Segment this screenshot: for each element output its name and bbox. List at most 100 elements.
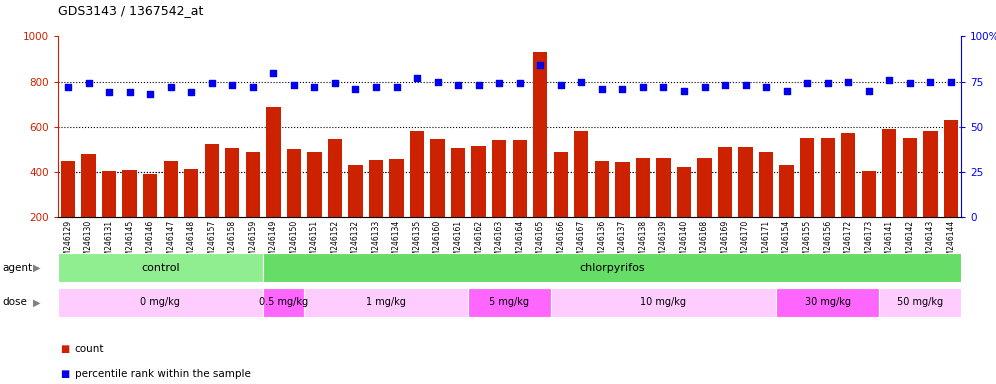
Bar bbox=[287, 149, 301, 217]
Point bbox=[265, 70, 281, 76]
Text: 30 mg/kg: 30 mg/kg bbox=[805, 297, 851, 308]
Point bbox=[204, 80, 220, 86]
Bar bbox=[184, 169, 198, 217]
Bar bbox=[307, 152, 322, 217]
Point bbox=[348, 86, 364, 92]
Point bbox=[676, 88, 692, 94]
Point bbox=[102, 89, 118, 96]
Bar bbox=[263, 288, 304, 317]
Bar bbox=[204, 144, 219, 217]
Point bbox=[245, 84, 261, 90]
Bar bbox=[800, 139, 815, 217]
Text: chlorpyrifos: chlorpyrifos bbox=[580, 263, 645, 273]
Point bbox=[634, 84, 650, 90]
Bar bbox=[923, 131, 937, 217]
Bar bbox=[776, 288, 879, 317]
Bar bbox=[697, 158, 712, 217]
Point bbox=[922, 79, 938, 85]
Point bbox=[429, 79, 445, 85]
Bar bbox=[492, 141, 506, 217]
Point bbox=[799, 80, 815, 86]
Bar bbox=[82, 154, 96, 217]
Bar bbox=[513, 140, 527, 217]
Point bbox=[162, 84, 178, 90]
Bar bbox=[304, 288, 468, 317]
Point bbox=[861, 88, 876, 94]
Bar bbox=[102, 171, 117, 217]
Bar bbox=[143, 174, 157, 217]
Point bbox=[286, 82, 302, 88]
Bar bbox=[468, 288, 551, 317]
Text: 50 mg/kg: 50 mg/kg bbox=[897, 297, 943, 308]
Point bbox=[758, 84, 774, 90]
Bar bbox=[389, 159, 403, 217]
Text: 0.5 mg/kg: 0.5 mg/kg bbox=[259, 297, 308, 308]
Text: control: control bbox=[141, 263, 179, 273]
Bar bbox=[616, 162, 629, 217]
Text: agent: agent bbox=[2, 263, 32, 273]
Bar bbox=[879, 288, 961, 317]
Bar bbox=[246, 152, 260, 217]
Bar bbox=[61, 161, 76, 217]
Point bbox=[655, 84, 671, 90]
Point bbox=[307, 84, 323, 90]
Text: ▶: ▶ bbox=[33, 263, 41, 273]
Text: 10 mg/kg: 10 mg/kg bbox=[640, 297, 686, 308]
Bar bbox=[841, 133, 856, 217]
Bar bbox=[718, 147, 732, 217]
Text: ■: ■ bbox=[60, 369, 69, 379]
Point bbox=[594, 86, 610, 92]
Bar bbox=[58, 253, 263, 282]
Point bbox=[409, 75, 425, 81]
Point bbox=[183, 89, 199, 96]
Point bbox=[491, 80, 507, 86]
Point bbox=[574, 79, 590, 85]
Bar bbox=[349, 165, 363, 217]
Text: 5 mg/kg: 5 mg/kg bbox=[489, 297, 530, 308]
Bar bbox=[471, 146, 486, 217]
Point bbox=[142, 91, 158, 97]
Bar bbox=[451, 148, 465, 217]
Text: count: count bbox=[75, 344, 105, 354]
Bar bbox=[882, 129, 896, 217]
Bar bbox=[595, 161, 609, 217]
Bar bbox=[123, 170, 136, 217]
Text: ■: ■ bbox=[60, 344, 69, 354]
Bar bbox=[430, 139, 445, 217]
Point bbox=[779, 88, 795, 94]
Point bbox=[738, 82, 754, 88]
Point bbox=[388, 84, 404, 90]
Point bbox=[60, 84, 76, 90]
Point bbox=[450, 82, 466, 88]
Point bbox=[881, 77, 897, 83]
Bar bbox=[574, 131, 589, 217]
Point bbox=[615, 86, 630, 92]
Bar bbox=[163, 161, 178, 217]
Text: dose: dose bbox=[2, 297, 27, 308]
Bar bbox=[410, 131, 424, 217]
Point bbox=[81, 80, 97, 86]
Text: 0 mg/kg: 0 mg/kg bbox=[140, 297, 180, 308]
Point bbox=[224, 82, 240, 88]
Point bbox=[841, 79, 857, 85]
Point bbox=[532, 62, 548, 68]
Bar bbox=[759, 152, 773, 217]
Text: 1 mg/kg: 1 mg/kg bbox=[367, 297, 406, 308]
Point bbox=[471, 82, 487, 88]
Bar bbox=[656, 158, 670, 217]
Bar bbox=[369, 160, 383, 217]
Bar bbox=[780, 165, 794, 217]
Bar bbox=[635, 158, 650, 217]
Point bbox=[943, 79, 959, 85]
Text: ▶: ▶ bbox=[33, 297, 41, 308]
Bar bbox=[677, 167, 691, 217]
Point bbox=[369, 84, 384, 90]
Text: GDS3143 / 1367542_at: GDS3143 / 1367542_at bbox=[58, 4, 203, 17]
Bar bbox=[328, 139, 342, 217]
Bar bbox=[551, 288, 776, 317]
Point bbox=[512, 80, 528, 86]
Bar bbox=[554, 152, 568, 217]
Bar bbox=[862, 171, 875, 217]
Point bbox=[327, 80, 343, 86]
Bar bbox=[533, 52, 548, 217]
